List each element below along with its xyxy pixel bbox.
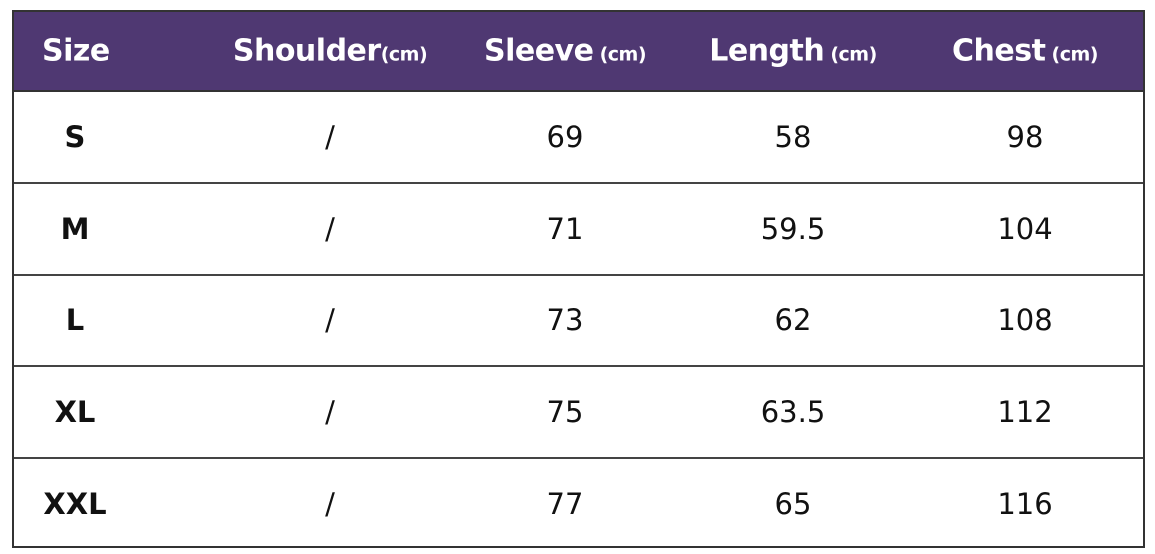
table-row: M / 71 59.5 104 [14,184,1143,276]
cell-length: 62 [774,303,812,337]
header-unit: (cm) [824,43,877,66]
header-sleeve: Sleeve (cm) [445,34,685,69]
cell-sleeve: 69 [546,120,584,154]
header-label: Sleeve [483,33,594,69]
header-label: Length [709,33,825,69]
header-label: Size [42,33,110,69]
header-label: Shoulder [232,33,381,69]
header-shoulder: Shoulder(cm) [210,34,450,69]
cell-sleeve: 75 [546,394,584,429]
cell-chest: 98 [1006,120,1044,154]
cell-size: L [65,303,85,337]
header-size: Size [42,34,110,69]
table-row: XXL / 77 65 116 [14,458,1143,550]
cell-chest: 112 [997,394,1053,429]
cell-shoulder: / [325,303,335,337]
cell-shoulder: / [325,394,335,429]
cell-sleeve: 77 [546,487,584,521]
table-row: XL / 75 63.5 112 [14,367,1143,459]
header-unit: (cm) [593,43,647,66]
cell-shoulder: / [325,120,335,154]
cell-size: XXL [43,487,107,521]
cell-length: 65 [774,487,812,521]
cell-length: 59.5 [760,211,826,246]
cell-length: 58 [774,120,812,154]
header-label: Chest [952,33,1046,69]
size-chart-table: Size Shoulder(cm) Sleeve (cm) Length (cm… [12,10,1145,548]
cell-size: S [64,120,86,154]
header-length: Length (cm) [673,34,913,69]
cell-size: XL [54,394,96,429]
header-unit: (cm) [380,43,428,66]
cell-shoulder: / [325,487,335,521]
table-header: Size Shoulder(cm) Sleeve (cm) Length (cm… [14,12,1143,92]
cell-chest: 108 [997,303,1053,337]
cell-sleeve: 73 [546,303,584,337]
cell-chest: 104 [997,211,1053,246]
header-unit: (cm) [1045,43,1099,66]
cell-length: 63.5 [760,394,826,429]
cell-sleeve: 71 [546,211,584,246]
table-row: L / 73 62 108 [14,275,1143,367]
cell-size: M [60,211,90,246]
table-row: S / 69 58 98 [14,92,1143,184]
cell-shoulder: / [325,211,335,246]
header-chest: Chest (cm) [905,34,1145,69]
cell-chest: 116 [997,487,1053,521]
